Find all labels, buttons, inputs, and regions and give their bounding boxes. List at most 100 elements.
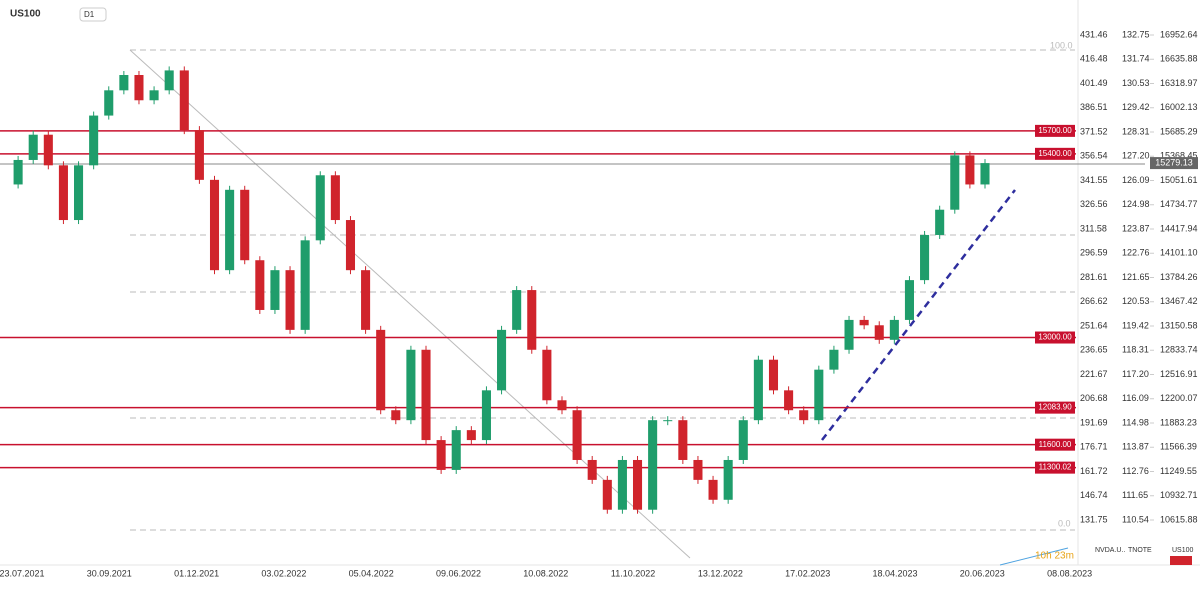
secondary-tick-label: 281.61 [1080,272,1108,282]
secondary-tick-label: 371.52 [1080,126,1108,136]
candle [844,319,854,350]
candle [904,280,914,320]
fib-label: 0.0 [1058,518,1071,528]
candle [557,400,567,411]
candle [693,459,703,480]
x-tick-label: 30.09.2021 [87,568,132,578]
x-tick-label: 03.02.2022 [261,568,306,578]
candle [784,390,794,411]
secondary-tick-label: 129.42 [1122,102,1150,112]
secondary-tick-label: 113.87 [1122,442,1149,452]
symbol[interactable]: US100 [10,9,41,20]
candle [285,270,295,330]
secondary-tick-label: 119.42 [1122,320,1149,330]
y-tick-label: 14417.94 [1160,223,1198,233]
candle [209,179,220,271]
secondary-tick-label: 326.56 [1080,199,1108,209]
level-label: 15700.00 [1038,126,1072,135]
level-box [1035,401,1075,414]
candle [602,479,612,510]
secondary-tick-label: 124.98 [1122,199,1150,209]
secondary-tick-label: 296.59 [1080,248,1108,258]
secondary-tick-label: 122.76 [1122,248,1150,258]
countdown: 10h 23m [1035,551,1074,562]
timeframe-box[interactable] [79,7,107,22]
candle [89,115,99,166]
candle [345,220,356,271]
level-label: 11300.02 [1039,463,1072,472]
candle [663,420,673,422]
y-tick-label: 13150.58 [1160,320,1198,330]
candle [617,459,627,510]
secondary-tick-label: 121.65 [1122,272,1150,282]
secondary-tick-label: 221.67 [1080,369,1108,379]
y-tick-label: 16952.64 [1160,29,1198,39]
secondary-tick-label: 123.87 [1122,223,1150,233]
candle [270,270,280,310]
candle [451,430,461,470]
secondary-tick-label: 146.74 [1080,490,1108,500]
candle [391,410,401,421]
secondary-tick-label: 117.20 [1122,369,1149,379]
x-tick-label: 20.06.2023 [960,568,1005,578]
x-tick-label: 08.08.2023 [1047,568,1092,578]
y-tick-label: 16002.13 [1160,102,1198,112]
y-tick-label: 12833.74 [1160,345,1198,355]
candle [361,270,371,330]
candle [799,410,809,421]
candle [497,329,507,391]
y-tick-label: 16318.97 [1160,78,1198,88]
secondary-tick-label: 356.54 [1080,151,1108,161]
y-tick-label: 15685.29 [1160,126,1198,136]
secondary-tick-label: 131.74 [1122,54,1150,64]
candle [28,134,38,160]
tab[interactable]: TNOTE [1128,547,1152,554]
candle [164,70,174,91]
tab[interactable]: NVDA.U.. [1095,547,1125,554]
candle [194,130,204,180]
candle [753,359,763,421]
candle [889,319,899,340]
secondary-tick-label: 127.20 [1122,151,1150,161]
x-tick-label: 18.04.2023 [872,568,917,578]
candle [300,240,310,330]
candle [980,163,990,185]
secondary-tick-label: 341.55 [1080,175,1108,185]
secondary-tick-label: 128.31 [1122,126,1150,136]
y-tick-label: 11883.23 [1160,417,1197,427]
timeframe[interactable]: D1 [84,10,95,19]
candle [421,349,431,441]
level-box [1035,124,1075,137]
candle [240,189,250,261]
tab[interactable]: US100 [1172,547,1194,554]
candle [376,329,386,411]
x-tick-label: 10.08.2022 [523,568,568,578]
secondary-tick-label: 120.53 [1122,296,1150,306]
candle [678,420,688,460]
level-box [1035,461,1075,474]
candle [149,90,159,101]
mini-line [999,547,1069,566]
candle [13,159,23,185]
candle [481,390,491,441]
candle [814,369,824,421]
y-tick-label: 12200.07 [1160,393,1198,403]
candle [648,420,658,510]
level-label: 12083.90 [1038,403,1072,412]
candle [723,459,733,500]
y-tick-label: 10932.71 [1160,490,1198,500]
secondary-tick-label: 161.72 [1080,466,1108,476]
x-tick-label: 05.04.2022 [349,568,394,578]
secondary-tick-label: 401.49 [1080,78,1108,88]
x-tick-label: 23.07.2021 [0,568,45,578]
secondary-tick-label: 118.31 [1122,345,1149,355]
x-tick-label: 01.12.2021 [174,568,219,578]
candle [950,155,960,210]
level-label: 11600.00 [1039,440,1072,449]
x-tick-label: 17.02.2023 [785,568,830,578]
candle [315,175,325,241]
secondary-tick-label: 116.09 [1122,393,1149,403]
secondary-tick-label: 176.71 [1080,442,1108,452]
y-tick-label: 10615.88 [1160,514,1198,524]
